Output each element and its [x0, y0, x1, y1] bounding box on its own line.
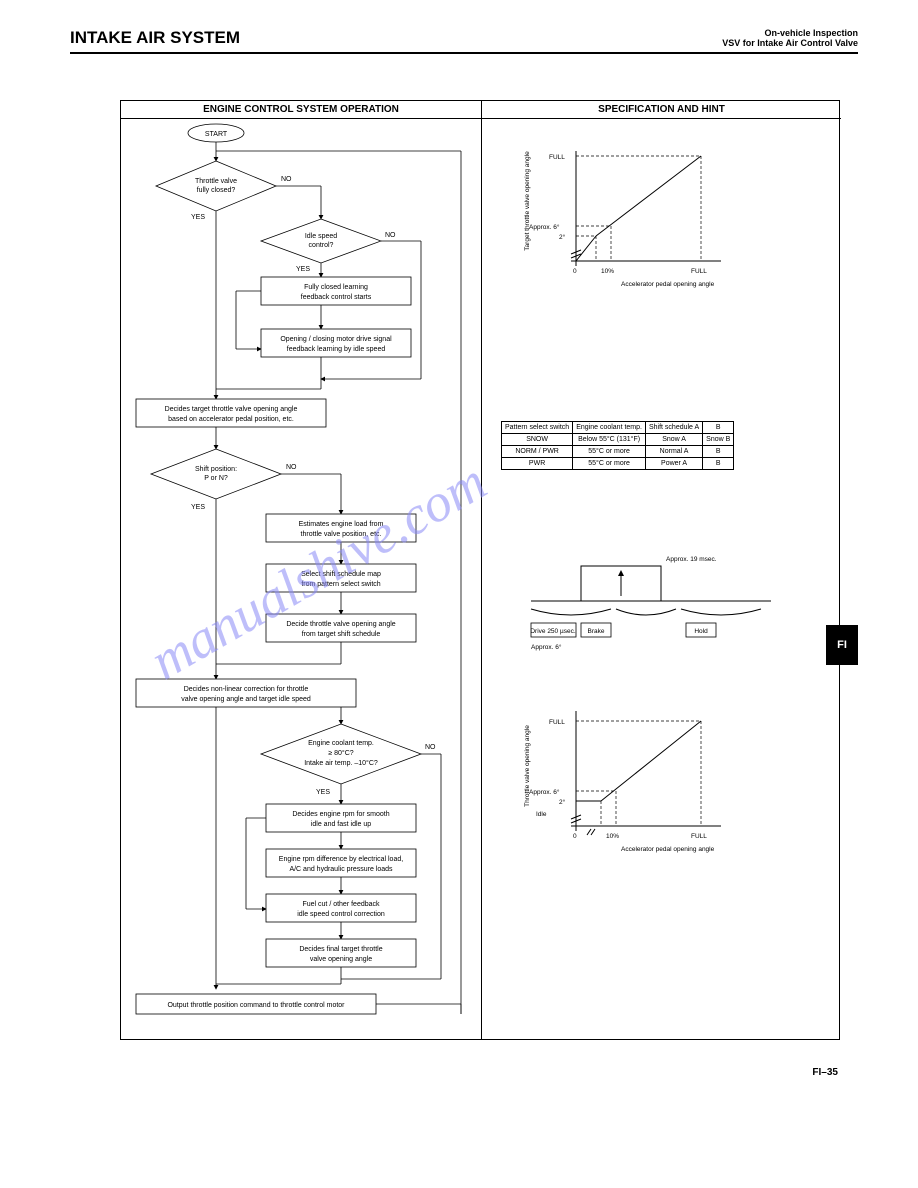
flow-start: START: [205, 131, 228, 138]
tbl-h3: B: [703, 422, 734, 434]
c1-x2: FULL: [691, 268, 707, 275]
page-title: INTAKE AIR SYSTEM: [70, 28, 240, 48]
n11: Decides final target throttle: [299, 946, 382, 953]
main-table: ENGINE CONTROL SYSTEM OPERATION SPECIFIC…: [120, 100, 840, 1040]
dec3-q2: P or N?: [204, 475, 228, 482]
n11b: valve opening angle: [310, 956, 372, 963]
col-head-left: ENGINE CONTROL SYSTEM OPERATION: [121, 101, 481, 119]
c1-y1: Approx. 6°: [529, 223, 560, 231]
dec2-yes: YES: [296, 266, 310, 273]
n3: Decides target throttle valve opening an…: [165, 406, 298, 413]
dec1-q2: fully closed?: [197, 187, 236, 194]
dec3-yes: YES: [191, 504, 205, 511]
timing-diagram: Approx. 19 msec. Drive 250 µsec. Brake H…: [521, 551, 781, 661]
n4: Estimates engine load from: [299, 521, 384, 528]
n8: Decides engine rpm for smooth: [292, 811, 389, 818]
tim-duty: Approx. 19 msec.: [666, 556, 717, 563]
dec1-yes: YES: [191, 214, 205, 221]
n7b: valve opening angle and target idle spee…: [181, 696, 311, 703]
n9b: A/C and hydraulic pressure loads: [289, 866, 393, 873]
n1b: feedback control starts: [301, 294, 372, 301]
tbl-h0: Pattern select switch: [502, 422, 573, 434]
col-head-right: SPECIFICATION AND HINT: [481, 101, 841, 119]
n5b: from pattern select switch: [301, 581, 380, 588]
chart1: FULL Approx. 6° 2° 0 10% FULL Accelerato…: [521, 141, 761, 291]
c2-idle: Idle: [536, 811, 547, 818]
tbl-r1c3: B: [703, 446, 734, 458]
c1-y0: FULL: [549, 154, 565, 161]
dec2-q2: control?: [309, 242, 334, 249]
n2b: feedback learning by idle speed: [287, 346, 386, 353]
c2-y1: Approx. 6°: [529, 788, 560, 796]
tbl-r2c3: B: [703, 458, 734, 470]
dec4-no: NO: [425, 744, 436, 751]
header-right: On-vehicle Inspection VSV for Intake Air…: [722, 28, 858, 48]
n3b: based on accelerator pedal position, etc…: [168, 416, 294, 423]
flowchart: START Throttle valve fully closed? YES N…: [121, 119, 481, 1041]
dec3-q1: Shift position:: [195, 466, 237, 473]
tbl-r0c3: Snow B: [703, 434, 734, 446]
n10b: idle speed control correction: [297, 911, 385, 918]
tbl-r0c2: Snow A: [645, 434, 702, 446]
dec1-no: NO: [281, 176, 292, 183]
c1-ylabel: Target throttle valve opening angle: [524, 151, 531, 251]
n5: Select shift schedule map: [301, 571, 381, 578]
dec3-no: NO: [286, 464, 297, 471]
tim-l0: Drive 250 µsec.: [530, 628, 575, 635]
header-sub1: On-vehicle Inspection: [722, 28, 858, 38]
c1-x0: 0: [573, 268, 577, 275]
c2-xlabel: Accelerator pedal opening angle: [621, 846, 715, 853]
n6: Decide throttle valve opening angle: [286, 621, 395, 628]
n6b: from target shift schedule: [302, 631, 381, 638]
c2-y2: 2°: [559, 798, 566, 806]
tbl-r1c0: NORM / PWR: [502, 446, 573, 458]
page-number: FI–35: [812, 1067, 838, 1078]
dec1-q1: Throttle valve: [195, 178, 237, 185]
tbl-r1c2: Normal A: [645, 446, 702, 458]
c2-x0: 0: [573, 833, 577, 840]
n4b: throttle valve position, etc.: [301, 531, 382, 538]
c2-ylabel: Throttle valve opening angle: [524, 725, 531, 807]
n12: Output throttle position command to thro…: [167, 1002, 345, 1009]
tbl-r0c0: SNOW: [502, 434, 573, 446]
c2-x1: 10%: [606, 833, 619, 840]
tim-l2: Hold: [694, 628, 708, 635]
dec4-q3: Intake air temp. –10°C?: [304, 759, 378, 767]
c1-xlabel: Accelerator pedal opening angle: [621, 281, 715, 288]
tbl-h1: Engine coolant temp.: [573, 422, 646, 434]
side-tab: FI: [826, 625, 858, 665]
tbl-r1c1: 55°C or more: [573, 446, 646, 458]
shift-schedule-table: Pattern select switch Engine coolant tem…: [501, 421, 734, 470]
tbl-h2: Shift schedule A: [645, 422, 702, 434]
tbl-r0c1: Below 55°C (131°F): [573, 434, 646, 446]
dec4-q2: ≥ 80°C?: [328, 749, 353, 757]
n10: Fuel cut / other feedback: [302, 901, 380, 908]
n1: Fully closed learning: [304, 284, 368, 291]
n2: Opening / closing motor drive signal: [280, 336, 392, 343]
c2-y0: FULL: [549, 719, 565, 726]
chart2: FULL Approx. 6° 2° 0 10% FULL Accelerato…: [521, 701, 761, 861]
tim-l1: Brake: [588, 628, 605, 635]
n9: Engine rpm difference by electrical load…: [279, 856, 403, 863]
c2-x2: FULL: [691, 833, 707, 840]
header-sub2: VSV for Intake Air Control Valve: [722, 38, 858, 48]
dec4-yes: YES: [316, 789, 330, 796]
tbl-r2c0: PWR: [502, 458, 573, 470]
c1-x1: 10%: [601, 268, 614, 275]
tim-deg: Approx. 6°: [531, 643, 562, 651]
tbl-r2c1: 55°C or more: [573, 458, 646, 470]
tbl-r2c2: Power A: [645, 458, 702, 470]
c1-y2: 2°: [559, 233, 566, 241]
n7: Decides non-linear correction for thrott…: [184, 686, 309, 693]
dec4-q1: Engine coolant temp.: [308, 740, 374, 747]
dec2-no: NO: [385, 232, 396, 239]
dec2-q1: Idle speed: [305, 233, 337, 240]
column-divider: [481, 119, 482, 1039]
n8b: idle and fast idle up: [311, 821, 371, 828]
